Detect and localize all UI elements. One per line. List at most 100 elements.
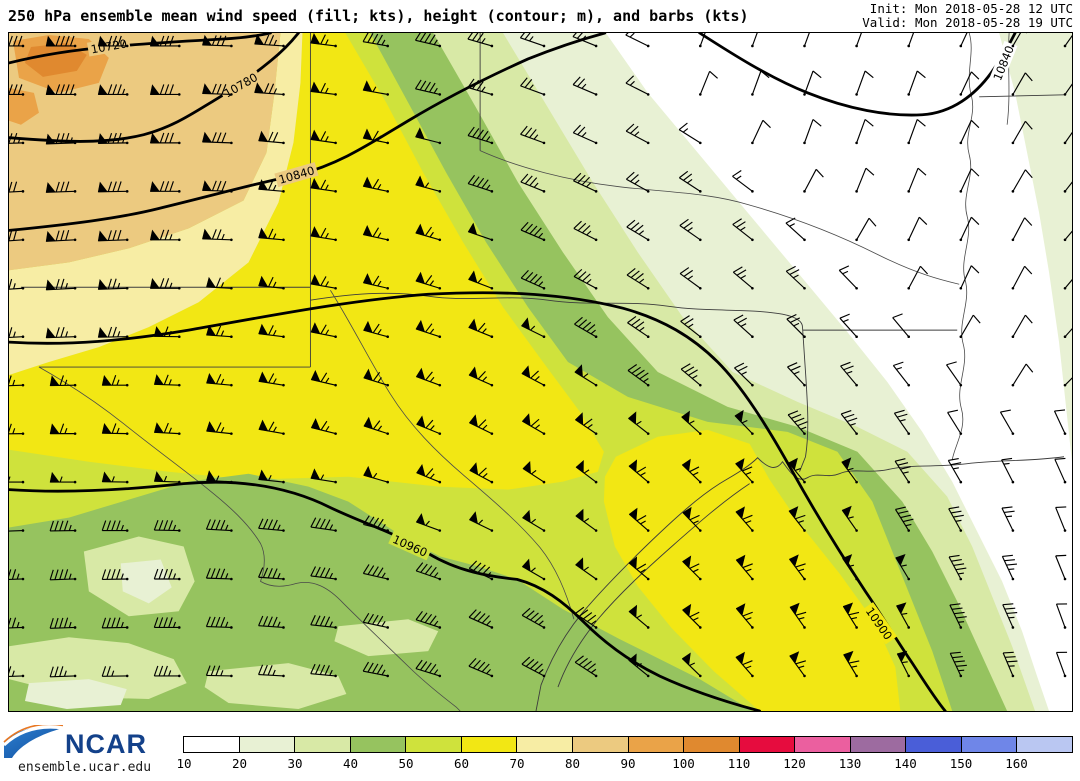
wind-barb <box>855 119 874 145</box>
colorbar-tick-label: 120 <box>783 756 806 771</box>
colorbar-segment <box>683 737 739 752</box>
river <box>479 150 960 285</box>
wind-barb <box>149 132 181 145</box>
wind-barb <box>97 35 129 48</box>
colorbar-segment <box>405 737 461 752</box>
wind-barb <box>1063 34 1072 48</box>
wind-barb <box>948 506 964 532</box>
colorbar-segment <box>849 737 906 752</box>
wind-barb <box>572 124 598 145</box>
wind-barb <box>627 315 650 339</box>
wind-barb <box>1001 506 1015 532</box>
wind-barb <box>363 368 389 387</box>
wind-barb <box>787 362 806 387</box>
wind-barb <box>468 270 494 290</box>
wind-barb <box>681 410 702 435</box>
wind-barb <box>572 76 598 96</box>
wind-barb <box>574 316 598 339</box>
wind-barb <box>205 665 233 678</box>
wind-barb <box>363 416 389 435</box>
wind-barb <box>788 506 806 532</box>
wind-barb <box>959 33 968 48</box>
wind-barb <box>803 119 822 145</box>
wind-barb <box>628 556 650 581</box>
colorbar-segment <box>460 737 517 752</box>
wind-barb <box>522 509 546 532</box>
wind-barb <box>855 70 874 96</box>
contour-10960 <box>9 480 761 711</box>
wind-barb <box>1063 83 1072 96</box>
wind-barb <box>258 323 285 339</box>
wind-barb <box>789 651 806 678</box>
wind-barb <box>202 34 233 48</box>
wind-barb <box>896 650 911 678</box>
wind-barb <box>310 517 337 532</box>
wind-barb <box>310 274 337 290</box>
wind-barb <box>258 130 285 145</box>
wind-barb <box>362 515 389 532</box>
wind-barb <box>803 168 824 193</box>
colorbar-tick-labels: 10 20 30 40 50 60 70 80 90 100 110 120 130 140 150 160 <box>176 756 1073 772</box>
wind-barb <box>947 457 963 484</box>
wind-barb <box>149 181 181 193</box>
wind-barb <box>49 375 77 387</box>
wind-barb <box>574 655 598 678</box>
wind-barb <box>153 374 181 387</box>
wind-barb <box>843 650 860 678</box>
wind-barb <box>415 127 442 145</box>
wind-barb <box>521 413 546 435</box>
wind-barb <box>699 33 706 48</box>
wind-barb <box>1001 554 1017 581</box>
wind-barb <box>959 265 980 290</box>
mississippi-river <box>951 33 974 460</box>
wind-barb <box>628 507 650 532</box>
wind-barb <box>679 170 702 193</box>
wind-barb <box>1011 169 1033 193</box>
colorbar-segment <box>516 737 572 752</box>
wind-barb <box>575 606 598 629</box>
wind-barb <box>699 70 718 96</box>
wind-barb <box>362 612 389 629</box>
wind-barb <box>1011 363 1034 387</box>
wind-barb <box>893 409 911 435</box>
wind-barb <box>1011 72 1033 96</box>
wind-barb <box>362 661 389 678</box>
wind-barb <box>49 471 77 484</box>
init-time: Init: Mon 2018-05-28 12 UTC <box>869 1 1073 16</box>
wind-barb <box>310 663 337 678</box>
wind-barb <box>101 568 129 581</box>
wind-barb <box>9 132 25 145</box>
wind-barb <box>363 465 389 484</box>
wind-barb <box>101 617 129 629</box>
colorbar-tick-label: 110 <box>727 756 751 771</box>
wind-barb <box>415 367 442 387</box>
wind-barb <box>788 457 806 484</box>
wind-barb <box>49 423 77 435</box>
wind-barb <box>202 83 233 96</box>
wind-barb <box>841 505 858 532</box>
wind-barb <box>841 457 858 484</box>
wind-barb <box>468 318 494 339</box>
wind-barb <box>520 125 546 145</box>
wind-barb <box>362 176 389 193</box>
wind-barb <box>521 607 546 629</box>
wind-barb <box>949 651 967 678</box>
wind-barb <box>787 410 808 435</box>
wind-barb <box>416 415 442 435</box>
wind-barb <box>785 265 806 290</box>
wind-barb <box>45 229 77 242</box>
wind-barb <box>205 568 233 581</box>
wind-barb <box>97 229 129 242</box>
run-times: Init: Mon 2018-05-28 12 UTC Valid: Mon 20… <box>862 2 1073 30</box>
wind-barb <box>1001 457 1015 484</box>
wind-barb <box>416 463 442 484</box>
wind-barb <box>1002 603 1018 629</box>
wind-barb <box>628 411 650 435</box>
wind-barb <box>842 602 860 629</box>
wind-barb <box>1063 181 1072 193</box>
wind-barb <box>735 554 754 581</box>
wind-barb <box>682 603 702 629</box>
wind-barb <box>959 314 981 339</box>
colorbar-tick-label: 140 <box>894 756 917 771</box>
wind-barb <box>153 326 181 339</box>
